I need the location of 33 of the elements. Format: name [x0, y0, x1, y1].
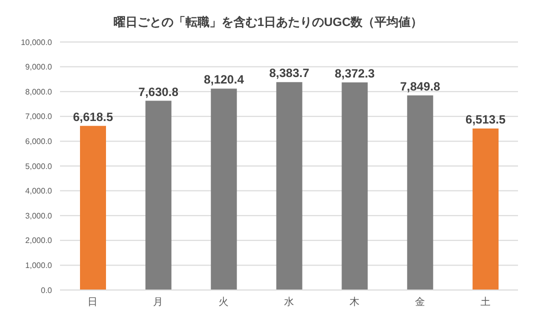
data-label: 7,849.8: [400, 79, 440, 94]
y-tick-label: 4,000.0: [25, 186, 53, 196]
chart-title: 曜日ごとの「転職」を含む1日あたりのUGC数（平均値）: [112, 14, 424, 31]
x-tick-label: 火: [218, 296, 229, 308]
bar: [472, 128, 499, 290]
x-tick-label: 土: [480, 296, 490, 308]
y-tick-label: 7,000.0: [25, 112, 53, 122]
y-tick-label: 5,000.0: [25, 162, 53, 171]
x-tick-label: 月: [153, 297, 164, 308]
data-label: 8,372.3: [334, 66, 376, 80]
bar: [342, 82, 368, 290]
y-tick-label: 8,000.0: [25, 87, 53, 96]
data-label: 7,630.8: [138, 84, 179, 99]
bar: [210, 88, 237, 290]
data-label: 8,120.4: [204, 72, 244, 87]
x-tick-label: 金: [414, 296, 425, 308]
y-tick-label: 10,000.0: [20, 38, 53, 47]
bar: [80, 126, 106, 290]
y-tick-label: 6,000.0: [25, 137, 53, 146]
y-tick-label: 9,000.0: [25, 62, 53, 72]
x-tick-label: 日: [88, 297, 98, 308]
x-tick-label: 木: [349, 296, 360, 308]
data-label: 8,383.7: [269, 66, 310, 80]
data-label: 6,513.5: [466, 112, 506, 126]
y-tick-label: 2,000.0: [25, 236, 53, 246]
y-tick-label: 1,000.0: [25, 261, 53, 270]
y-tick-label: 3,000.0: [25, 211, 53, 220]
x-tick-label: 水: [284, 296, 294, 308]
bar: [407, 95, 434, 290]
bar: [276, 82, 302, 290]
bar: [145, 100, 172, 290]
y-tick-label: 0.0: [40, 286, 53, 295]
data-label: 6,618.5: [72, 110, 114, 124]
